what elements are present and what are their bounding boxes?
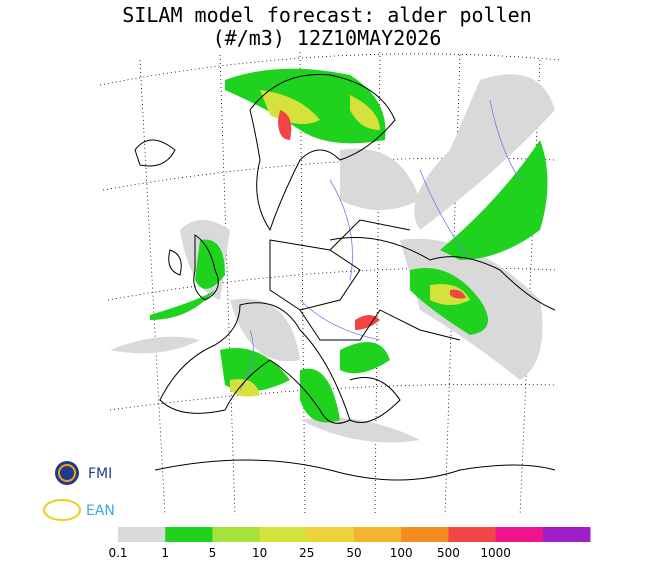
legend-label: 100 bbox=[390, 546, 413, 560]
ean-logo-text: EAN bbox=[86, 503, 115, 519]
legend-label: 5 bbox=[209, 546, 217, 560]
fmi-logo-ring bbox=[58, 464, 76, 482]
legend-swatch bbox=[259, 527, 308, 542]
subtitle: (#/m3) 12Z10MAY2026 bbox=[213, 26, 442, 50]
ean-logo: EAN bbox=[43, 499, 115, 521]
legend-swatch bbox=[306, 527, 355, 542]
fmi-logo-text: FMI bbox=[88, 466, 112, 482]
legend-swatch bbox=[212, 527, 261, 542]
fmi-logo: FMI bbox=[55, 461, 112, 485]
legend-label: 25 bbox=[299, 546, 314, 560]
legend-label: 0.1 bbox=[108, 546, 127, 560]
legend-swatch bbox=[354, 527, 402, 542]
map bbox=[99, 51, 561, 516]
ean-logo-icon bbox=[43, 499, 81, 521]
low-concentration-area bbox=[110, 74, 555, 443]
legend-label: 1000 bbox=[480, 546, 511, 560]
legend-swatch bbox=[448, 527, 497, 542]
legend-label: 50 bbox=[346, 546, 361, 560]
moderate-concentration-area bbox=[150, 68, 548, 423]
legend-swatch bbox=[118, 527, 166, 542]
legend-label: 10 bbox=[252, 546, 267, 560]
legend-swatch bbox=[542, 527, 591, 542]
legend: 0.1 1 5 10 25 50 100 500 1000 bbox=[108, 527, 591, 560]
legend-swatch bbox=[495, 527, 544, 542]
legend-swatch bbox=[165, 527, 213, 542]
legend-swatch bbox=[401, 527, 449, 542]
title: SILAM model forecast: alder pollen bbox=[122, 3, 531, 27]
legend-label: 1 bbox=[161, 546, 169, 560]
legend-label: 500 bbox=[437, 546, 460, 560]
